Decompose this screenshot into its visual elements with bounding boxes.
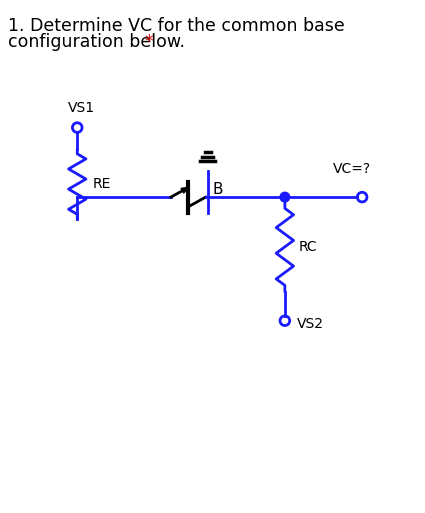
Text: configuration below.: configuration below. xyxy=(8,33,190,51)
Text: VC=?: VC=? xyxy=(333,162,371,176)
Text: VS2: VS2 xyxy=(297,317,323,330)
Text: VS1: VS1 xyxy=(68,101,95,115)
Circle shape xyxy=(280,192,290,202)
Text: B: B xyxy=(212,182,223,197)
Text: RC: RC xyxy=(298,240,317,254)
Text: *: * xyxy=(145,33,153,51)
Text: 1. Determine VC for the common base: 1. Determine VC for the common base xyxy=(8,16,345,34)
Polygon shape xyxy=(181,187,188,193)
Text: RE: RE xyxy=(93,177,111,191)
